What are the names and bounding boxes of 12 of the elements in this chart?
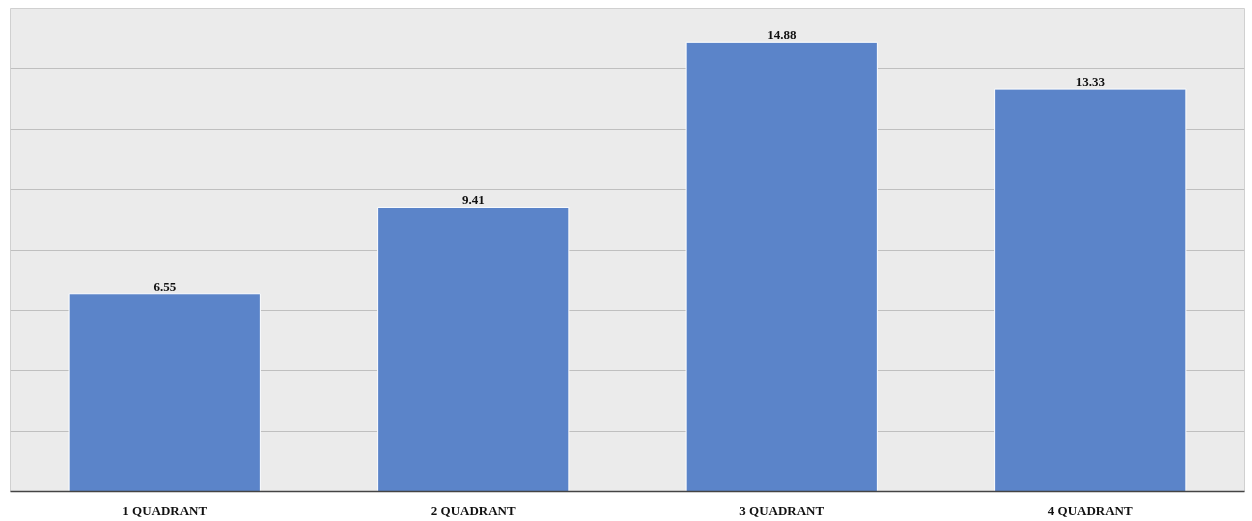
data-label: 13.33 bbox=[1075, 74, 1106, 90]
x-tick-label: 1 QUADRANT bbox=[122, 502, 208, 518]
bar bbox=[68, 293, 261, 492]
x-tick-label: 4 QUADRANT bbox=[1047, 502, 1134, 518]
x-tick-label: 3 QUADRANT bbox=[739, 502, 825, 518]
x-tick-label: 2 QUADRANT bbox=[430, 502, 517, 518]
bar bbox=[377, 206, 570, 492]
data-label: 9.41 bbox=[461, 192, 485, 208]
bar bbox=[994, 88, 1187, 492]
bar bbox=[685, 41, 878, 492]
data-label: 6.55 bbox=[153, 278, 177, 294]
data-label: 14.88 bbox=[767, 27, 797, 43]
